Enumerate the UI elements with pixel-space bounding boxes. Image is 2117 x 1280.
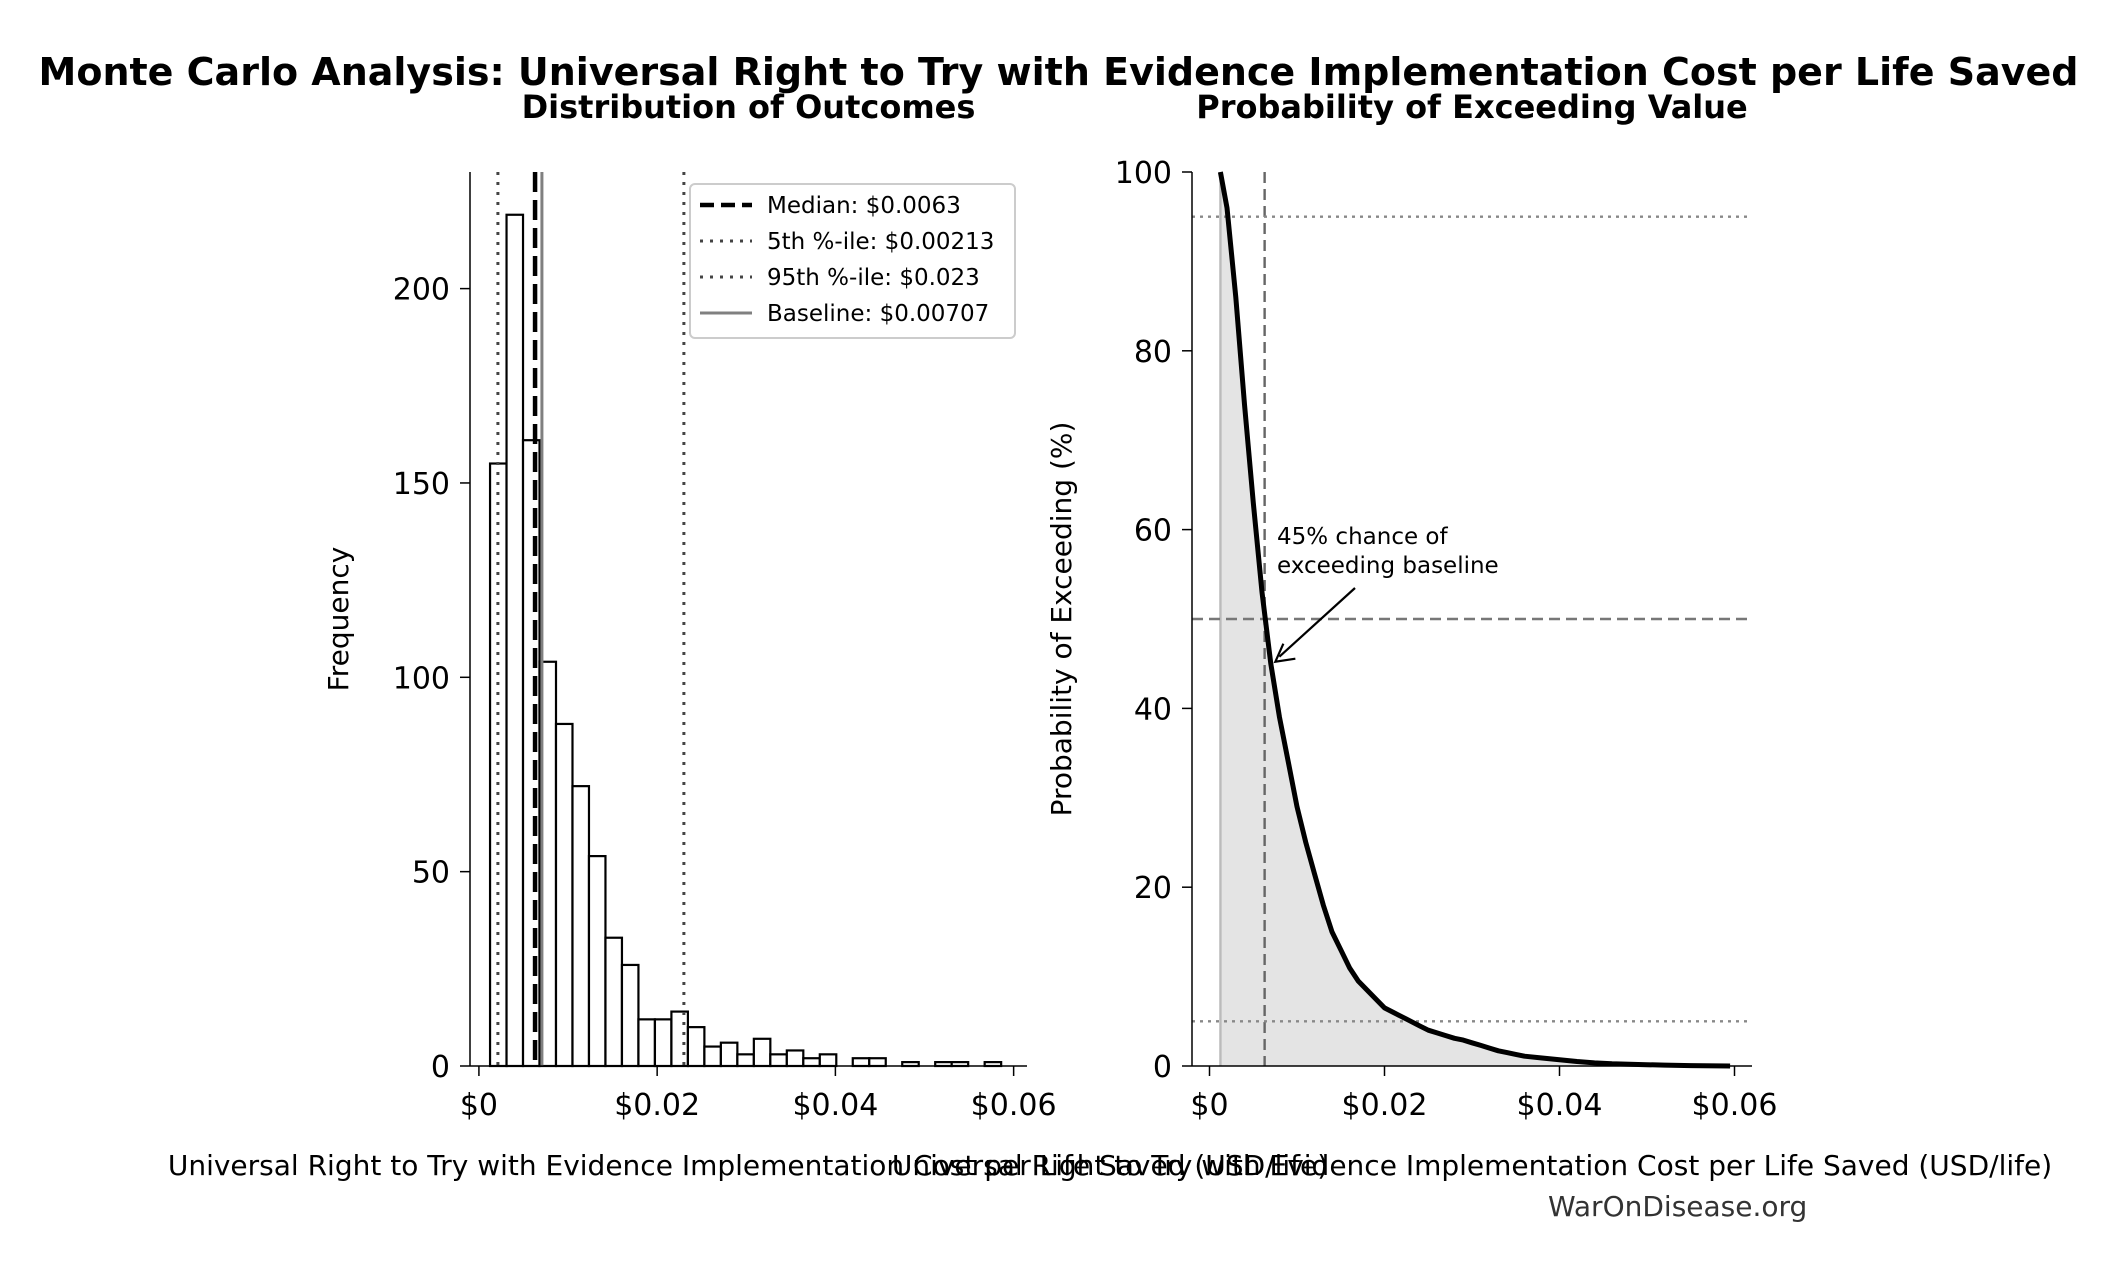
y-tick-label: 150	[393, 467, 450, 502]
subplot-title: Probability of Exceeding Value	[1196, 88, 1748, 126]
x-tick-label: $0.02	[1342, 1088, 1428, 1123]
legend-box	[689, 183, 1016, 339]
y-tick-label: 100	[393, 661, 450, 696]
histogram-bar	[554, 722, 574, 1068]
histogram-bar	[505, 213, 525, 1068]
x-axis-label: Universal Right to Try with Evidence Imp…	[168, 1149, 1328, 1182]
histogram-bar	[851, 1057, 871, 1068]
x-tick-label: $0.06	[1692, 1088, 1778, 1123]
histogram-bar	[604, 936, 624, 1068]
histogram-bar	[637, 1018, 657, 1068]
histogram-bar	[868, 1057, 887, 1068]
exceedance-curve	[1217, 171, 1731, 1069]
exceedance-area	[1220, 172, 1731, 1066]
histogram-bar	[620, 963, 640, 1068]
y-tick-label: 40	[1134, 692, 1172, 727]
histogram-bar	[686, 1026, 706, 1068]
y-tick-label: 60	[1134, 514, 1172, 549]
histogram-bar	[785, 1049, 805, 1068]
exceedance-panel: 45% chance of exceeding baseline 0 20 40 60 80…	[892, 88, 2052, 1182]
histogram-bar	[752, 1037, 772, 1068]
histogram-bar	[670, 1010, 689, 1068]
y-tick-label: 80	[1134, 335, 1172, 370]
y-axis-label: Frequency	[322, 547, 355, 692]
legend-label: 5th %-ile: $0.00213	[767, 229, 994, 255]
y-tick-label: 20	[1134, 871, 1172, 906]
x-tick-label: $0.04	[792, 1088, 878, 1123]
x-tick-label: $0	[1190, 1088, 1228, 1123]
histogram-bar	[769, 1053, 788, 1068]
legend-label: Baseline: $0.00707	[767, 301, 989, 327]
histogram-bar	[571, 785, 591, 1068]
y-tick-label: 0	[431, 1050, 450, 1085]
y-tick-label: 100	[1115, 156, 1172, 191]
histogram-bar	[587, 855, 607, 1068]
x-tick-label: $0.02	[614, 1088, 700, 1123]
histogram-bar	[653, 1018, 673, 1068]
annotation-arrow-shaft	[1278, 587, 1356, 658]
subplot-title: Distribution of Outcomes	[522, 88, 976, 126]
legend-label: 95th %-ile: $0.023	[767, 265, 980, 291]
annotation-arrow-head	[1273, 643, 1296, 664]
x-tick-label: $0.06	[971, 1088, 1057, 1123]
legend-label: Median: $0.0063	[767, 193, 961, 219]
annotation-text: exceeding baseline	[1277, 553, 1499, 579]
histogram-bar	[736, 1053, 755, 1068]
histogram-bar	[719, 1041, 739, 1068]
figure-title: Monte Carlo Analysis: Universal Right to…	[38, 50, 2079, 94]
x-axis-label: Universal Right to Try with Evidence Imp…	[892, 1149, 2052, 1182]
y-tick-label: 200	[393, 273, 450, 308]
y-axis-label: Probability of Exceeding (%)	[1045, 422, 1078, 817]
footer-attribution: WarOnDisease.org	[1548, 1190, 1808, 1223]
annotation-text: 45% chance of	[1277, 524, 1449, 550]
histogram-bar	[703, 1045, 722, 1068]
x-tick-label: $0.04	[1517, 1088, 1603, 1123]
histogram-bar	[818, 1053, 838, 1068]
y-tick-label: 50	[412, 856, 450, 891]
histogram-bar	[802, 1057, 821, 1068]
x-tick-label: $0	[460, 1088, 498, 1123]
y-tick-label: 0	[1153, 1050, 1172, 1085]
